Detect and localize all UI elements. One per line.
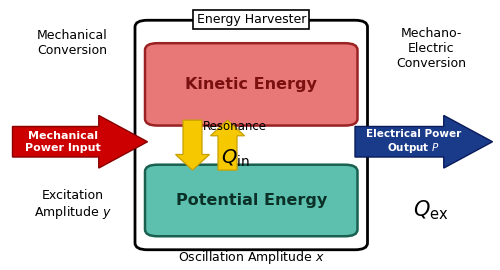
Text: Mechanical
Conversion: Mechanical Conversion	[37, 29, 108, 57]
Polygon shape	[210, 120, 244, 170]
FancyBboxPatch shape	[145, 165, 358, 236]
Text: $Q_{\mathrm{in}}$: $Q_{\mathrm{in}}$	[220, 148, 250, 169]
Polygon shape	[12, 116, 147, 168]
Text: Electrical Power
Output $P$: Electrical Power Output $P$	[366, 129, 462, 155]
Text: Excitation
Amplitude $y$: Excitation Amplitude $y$	[34, 189, 112, 221]
Text: Kinetic Energy: Kinetic Energy	[186, 77, 317, 92]
Polygon shape	[355, 116, 492, 168]
Text: Energy Harvester: Energy Harvester	[196, 13, 306, 26]
Polygon shape	[176, 120, 210, 170]
Text: $Q_{\mathrm{ex}}$: $Q_{\mathrm{ex}}$	[413, 199, 449, 222]
FancyBboxPatch shape	[135, 20, 368, 250]
Text: Oscillation Amplitude $x$: Oscillation Amplitude $x$	[178, 249, 324, 266]
Text: Resonance: Resonance	[203, 120, 267, 133]
Text: Potential Energy: Potential Energy	[176, 193, 327, 208]
FancyBboxPatch shape	[145, 43, 358, 126]
Text: Mechanical
Power Input: Mechanical Power Input	[25, 131, 101, 153]
Text: Mechano-
Electric
Conversion: Mechano- Electric Conversion	[396, 27, 466, 70]
